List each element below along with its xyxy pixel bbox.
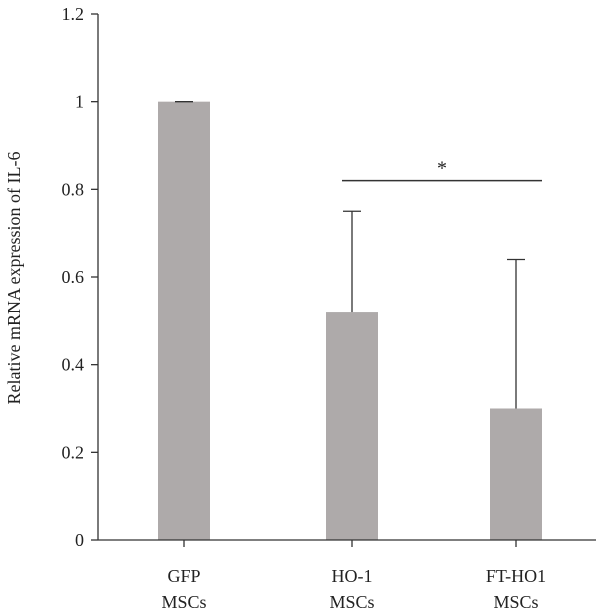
y-tick-label: 0.2 [62, 442, 85, 462]
y-axis-title: Relative mRNA expression of IL-6 [4, 152, 24, 405]
y-axis: 0 0.2 0.4 0.6 0.8 1 1.2 [62, 4, 99, 550]
x-tick-label: HO-1 [332, 566, 373, 586]
x-axis: GFP MSCs HO-1 MSCs FT-HO1 MSCs [98, 539, 596, 612]
y-tick-label: 0 [75, 530, 84, 550]
x-tick-label: GFP [167, 566, 200, 586]
significance-annotation: * [342, 158, 542, 182]
x-tick-label: MSCs [161, 592, 206, 612]
x-tick-label: MSCs [329, 592, 374, 612]
y-tick-label: 0.8 [62, 179, 85, 199]
x-tick-label: MSCs [493, 592, 538, 612]
error-bars [175, 101, 525, 409]
y-tick-label: 1.2 [62, 4, 85, 24]
bar [490, 408, 542, 540]
x-tick-label: FT-HO1 [486, 566, 546, 586]
bars [158, 101, 542, 541]
y-tick-label: 0.4 [62, 355, 85, 375]
bar [326, 312, 378, 540]
y-tick-label: 0.6 [62, 267, 85, 287]
significance-label: * [437, 158, 447, 180]
y-tick-label: 1 [75, 92, 84, 112]
bar [158, 101, 210, 541]
